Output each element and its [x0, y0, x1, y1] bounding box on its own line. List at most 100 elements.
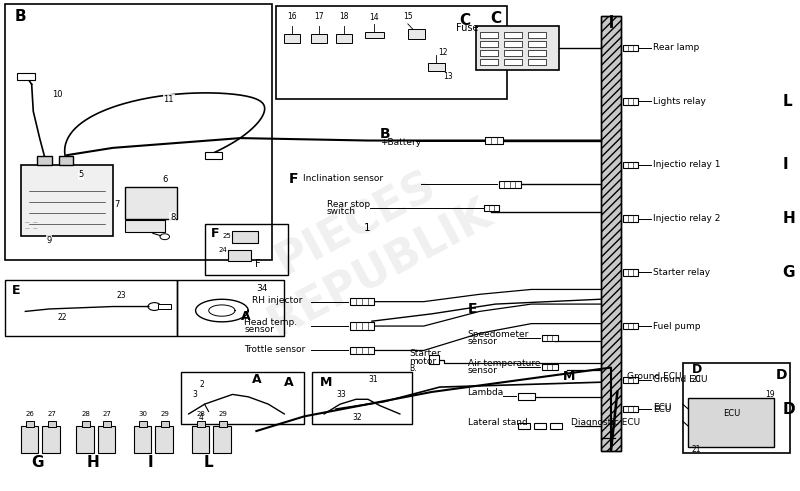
Bar	[284, 34, 300, 43]
Text: Ground ECU: Ground ECU	[654, 375, 708, 384]
Text: 27: 27	[103, 411, 112, 417]
Bar	[542, 364, 558, 370]
Bar	[480, 32, 498, 38]
Text: 6: 6	[162, 175, 167, 184]
Text: 26: 26	[26, 411, 34, 417]
Bar	[158, 303, 171, 309]
Text: D: D	[776, 368, 787, 382]
Bar	[48, 421, 55, 427]
Text: Lights relay: Lights relay	[654, 97, 706, 106]
Bar	[365, 32, 384, 38]
Text: D: D	[692, 363, 702, 377]
Bar	[518, 393, 535, 400]
Bar	[623, 323, 638, 329]
Bar	[528, 58, 546, 65]
Text: Trottle sensor: Trottle sensor	[245, 345, 306, 354]
Text: ECU: ECU	[654, 405, 672, 413]
Bar	[192, 426, 210, 453]
Text: G: G	[782, 265, 795, 280]
Bar	[485, 137, 502, 144]
Text: 3: 3	[193, 390, 198, 399]
Text: Speedometer: Speedometer	[467, 330, 529, 339]
Bar	[480, 41, 498, 47]
Text: A: A	[241, 310, 250, 323]
Text: 22: 22	[57, 313, 66, 322]
Text: B: B	[15, 9, 26, 24]
Text: A: A	[253, 373, 262, 386]
Bar	[601, 16, 621, 451]
Text: F: F	[288, 172, 298, 186]
Text: 8: 8	[170, 213, 175, 221]
Text: PIECES
REPUBLIK: PIECES REPUBLIK	[237, 146, 499, 345]
Text: 30: 30	[138, 411, 148, 417]
Bar	[475, 26, 559, 70]
Text: Fuse: Fuse	[456, 23, 478, 33]
Text: H: H	[782, 211, 795, 226]
Bar	[155, 426, 173, 453]
Bar	[408, 29, 426, 39]
Bar	[528, 32, 546, 38]
Text: 18: 18	[339, 12, 349, 21]
Text: Rear stop: Rear stop	[326, 199, 370, 209]
Text: 9: 9	[46, 236, 52, 245]
Bar	[229, 250, 251, 261]
Text: 32: 32	[352, 413, 362, 422]
Text: 15: 15	[403, 12, 413, 21]
Text: RH injector: RH injector	[253, 296, 302, 305]
Text: switch: switch	[326, 207, 355, 216]
Text: 11: 11	[163, 95, 174, 104]
Bar	[38, 156, 51, 165]
Bar	[134, 426, 151, 453]
Text: 31: 31	[368, 375, 378, 384]
Text: Starter relay: Starter relay	[654, 268, 710, 277]
Text: —  —
—  —: — — — —	[26, 220, 38, 231]
Text: 33: 33	[336, 390, 346, 399]
Bar	[76, 426, 94, 453]
Bar	[480, 50, 498, 56]
Bar	[682, 363, 790, 453]
Bar	[542, 334, 558, 341]
Text: 29: 29	[218, 411, 227, 417]
Bar	[550, 423, 562, 429]
Text: 7: 7	[114, 199, 120, 209]
Bar	[312, 373, 412, 424]
Bar	[161, 421, 169, 427]
Bar	[58, 156, 73, 165]
Bar	[177, 280, 284, 336]
Bar	[480, 58, 498, 65]
Text: F: F	[211, 227, 219, 241]
Bar	[6, 4, 272, 260]
Text: 5: 5	[78, 170, 84, 179]
Text: sensor: sensor	[467, 337, 498, 346]
Text: ECU: ECU	[722, 409, 740, 418]
Bar	[21, 426, 38, 453]
Bar	[623, 45, 638, 51]
Text: Air temperature: Air temperature	[467, 359, 540, 368]
Text: Fuel pump: Fuel pump	[654, 322, 701, 330]
Bar	[528, 50, 546, 56]
Text: 34: 34	[256, 284, 268, 293]
Text: 12: 12	[438, 48, 447, 57]
Bar	[103, 421, 111, 427]
Text: C: C	[459, 13, 470, 28]
Text: 4: 4	[199, 413, 204, 422]
Bar	[623, 216, 638, 222]
Text: Injectio relay 1: Injectio relay 1	[654, 161, 721, 169]
Text: sensor: sensor	[245, 325, 274, 334]
Bar	[518, 423, 530, 429]
Bar	[310, 34, 326, 43]
Bar	[214, 426, 231, 453]
Bar	[219, 421, 227, 427]
Bar	[205, 152, 222, 159]
Text: 2: 2	[199, 380, 204, 389]
Text: 14: 14	[370, 13, 379, 22]
Bar	[139, 421, 147, 427]
Text: L: L	[204, 455, 214, 470]
Text: I: I	[147, 455, 154, 470]
Text: 10: 10	[52, 90, 62, 99]
Text: 23: 23	[117, 291, 126, 300]
Text: B.: B.	[410, 364, 417, 373]
Bar	[350, 323, 374, 330]
Text: C: C	[490, 11, 501, 26]
Text: Diagnostic ECU: Diagnostic ECU	[571, 418, 640, 427]
